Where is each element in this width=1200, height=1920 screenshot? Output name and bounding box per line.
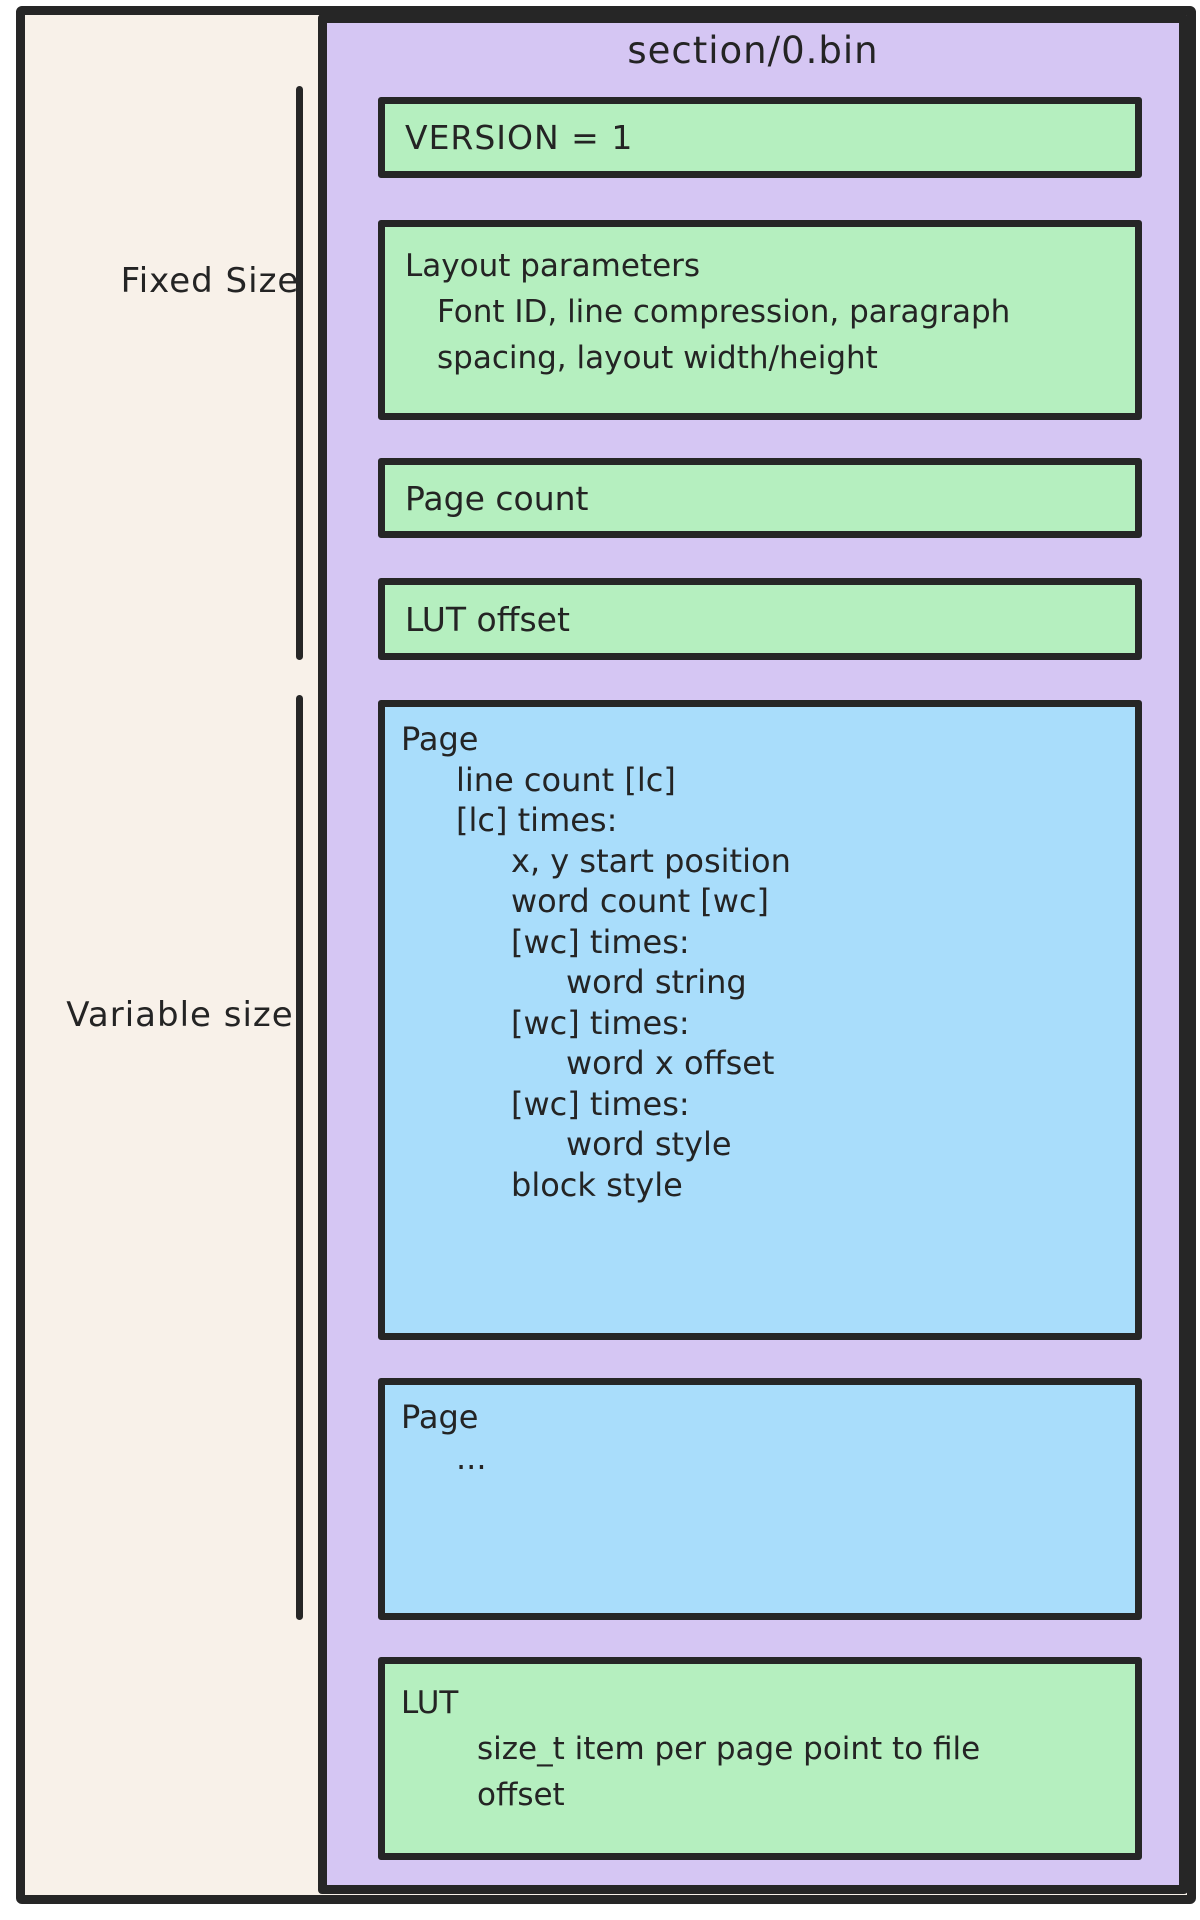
record-line: spacing, layout width/height (437, 340, 878, 376)
record-line: [wc] times: (511, 1084, 690, 1123)
record-line: Page (401, 1398, 479, 1436)
record-line: LUT offset (405, 599, 570, 639)
record-line: [wc] times: (511, 922, 690, 961)
record-line: line count [lc] (456, 760, 676, 799)
record-line: block style (511, 1165, 683, 1204)
record-line: word x offset (566, 1044, 775, 1082)
record-line: word style (566, 1125, 732, 1163)
record-line: VERSION = 1 (405, 118, 634, 157)
record-line: [lc] times: (456, 801, 618, 839)
record-line: Font ID, line compression, paragraph (437, 294, 1011, 330)
section-bin-container: section/0.bin VERSION = 1 Layout paramet… (318, 14, 1188, 1894)
file-title: section/0.bin (627, 29, 879, 72)
record-line: size_t item per page point to file (477, 1731, 981, 1767)
record-line: Page (401, 720, 479, 758)
variable-size-bracket-line (296, 695, 303, 1620)
fixed-size-label: Fixed Size (120, 261, 300, 301)
record-line: Layout parameters (405, 248, 701, 284)
page-count-record-box: Page count (378, 458, 1142, 538)
record-line: word count [wc] (511, 882, 770, 920)
record-line: [wc] times: (511, 1003, 690, 1042)
record-line: offset (477, 1777, 565, 1813)
page-record-box: Page line count [lc] [lc] times: x, y st… (378, 700, 1142, 1340)
version-record-box: VERSION = 1 (378, 97, 1142, 178)
variable-size-label: Variable size (66, 995, 294, 1035)
record-line: x, y start position (511, 841, 791, 880)
record-line: LUT (401, 1685, 459, 1721)
layout-parameters-record-box: Layout parameters Font ID, line compress… (378, 220, 1142, 420)
record-line: ... (456, 1438, 487, 1477)
record-line: Page count (405, 478, 589, 518)
fixed-size-bracket-line (296, 86, 303, 660)
lut-offset-record-box: LUT offset (378, 578, 1142, 660)
record-line: word string (566, 963, 747, 1001)
lut-record-box: LUT size_t item per page point to file o… (378, 1657, 1142, 1860)
page-ellipsis-record-box: Page ... (378, 1378, 1142, 1620)
